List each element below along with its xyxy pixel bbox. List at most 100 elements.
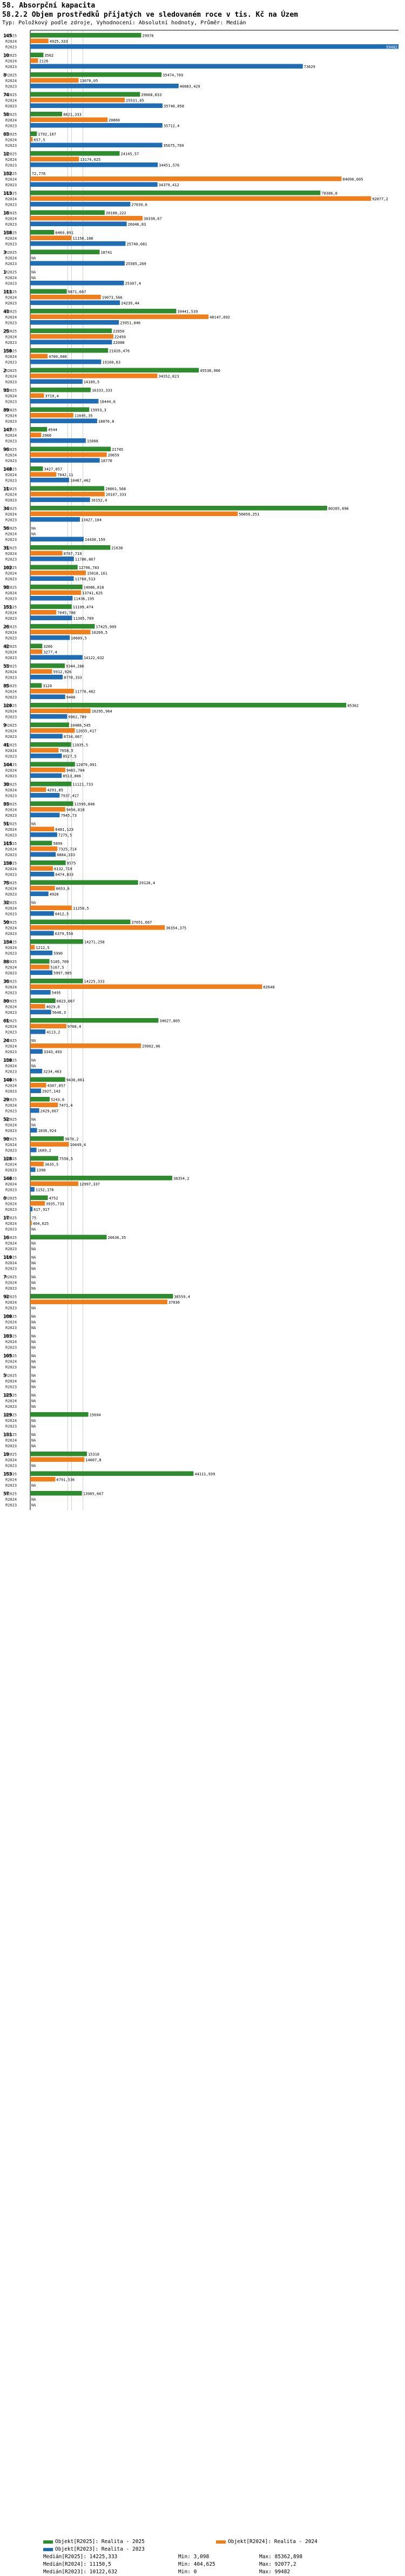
series-label: R2025 — [5, 112, 17, 117]
bar-R2024 — [30, 1477, 56, 1482]
group-code-label: 105 — [3, 1353, 12, 1359]
value-label: 73629 — [304, 65, 315, 69]
value-label: 4029,6 — [46, 1005, 60, 1009]
series-label: R2023 — [5, 774, 17, 778]
value-label: 26046,83 — [128, 222, 146, 227]
value-label: 23951,846 — [120, 321, 140, 325]
group-code-label: 7 — [3, 1275, 6, 1280]
group-code-label: 85 — [3, 683, 9, 689]
series-label: R2025 — [5, 73, 17, 77]
group-code-label: 8 — [3, 73, 6, 78]
value-label: 8621,333 — [63, 112, 82, 117]
bar-R2023 — [30, 84, 179, 89]
group-code-label: 115 — [3, 841, 12, 846]
group-code-label: 148 — [3, 467, 12, 472]
value-label: 657,5 — [34, 138, 45, 142]
value-label: 14271,258 — [84, 940, 105, 944]
series-label: R2025 — [5, 881, 17, 885]
bar-R2023 — [30, 478, 69, 483]
series-label: R2025 — [5, 1058, 17, 1062]
series-label: R2025 — [5, 625, 17, 629]
bar-R2025 — [30, 742, 71, 747]
series-label: R2023 — [5, 971, 17, 975]
value-label: 5646,3 — [52, 1011, 66, 1015]
na-label: NA — [31, 1123, 36, 1127]
value-label: 10689,5 — [71, 636, 87, 640]
na-label: NA — [31, 1379, 36, 1384]
value-label: 9962,789 — [68, 715, 86, 719]
group-code-label: 41 — [3, 743, 9, 748]
value-label: 6823,667 — [57, 999, 75, 1004]
bar-R2023 — [30, 655, 83, 660]
bar-R2024 — [30, 314, 209, 319]
series-label: R2023 — [5, 1011, 17, 1015]
bar-R2024 — [30, 492, 105, 497]
series-label: R2023 — [5, 242, 17, 246]
value-label: 19073,566 — [102, 295, 123, 300]
series-label: R2023 — [5, 104, 17, 109]
bar-R2023 — [30, 1128, 37, 1133]
value-label: 6379,556 — [55, 932, 73, 936]
value-label: 7556,5 — [59, 1157, 73, 1161]
group-code-label: 50 — [3, 920, 9, 925]
value-label: 11305,789 — [73, 616, 94, 621]
series-label: R2025 — [5, 546, 17, 550]
group-code-label: 30 — [3, 782, 9, 788]
series-label: R2024 — [5, 1103, 17, 1108]
value-label: 6653,6 — [56, 886, 70, 891]
group-code-label: 92 — [3, 1294, 9, 1300]
series-label: R2023 — [5, 1266, 17, 1271]
bar-R2023 — [30, 438, 86, 443]
value-label: 35746,058 — [164, 104, 184, 109]
na-label: NA — [31, 532, 36, 536]
group-code-label: 61 — [3, 1019, 9, 1024]
series-label: R2024 — [5, 1241, 17, 1245]
value-label: 10449,4 — [70, 1143, 86, 1147]
max-2023: Max: 99482 — [259, 2569, 291, 2575]
na-label: NA — [31, 526, 36, 531]
series-label: R2024 — [5, 276, 17, 280]
na-label: NA — [31, 1306, 36, 1310]
bar-R2023 — [30, 694, 65, 699]
group-code-label: 32 — [3, 900, 9, 906]
bar-R2023 — [30, 517, 80, 522]
bar-R2025 — [30, 1452, 87, 1456]
bar-R2024 — [30, 117, 108, 122]
series-label: R2025 — [5, 349, 17, 353]
value-label: 6791,536 — [57, 1477, 75, 1482]
na-label: NA — [31, 1365, 36, 1370]
bar-R2025 — [30, 249, 100, 254]
bar-R2024 — [30, 38, 49, 43]
group-code-label: 131 — [3, 1432, 12, 1438]
group-code-label: 53 — [3, 664, 9, 669]
series-label: R2023 — [5, 1483, 17, 1488]
value-label: 13427,104 — [81, 518, 102, 522]
na-label: NA — [31, 1359, 36, 1364]
bar-R2023 — [30, 300, 120, 305]
series-label: R2023 — [5, 596, 17, 601]
series-label: R2025 — [5, 763, 17, 767]
group-code-label: 153 — [3, 1472, 12, 1477]
value-label: 20636,35 — [107, 1236, 126, 1240]
value-label: 29126,4 — [139, 881, 156, 885]
group-code-label: 93 — [3, 388, 9, 394]
na-label: NA — [31, 822, 36, 826]
bar-R2024 — [30, 452, 107, 457]
bar-R2025 — [30, 565, 78, 570]
group-code-label: 43 — [3, 309, 9, 315]
series-label: R2025 — [5, 900, 17, 905]
bar-R2025 — [30, 33, 141, 38]
value-label: 11760,513 — [75, 577, 96, 581]
series-label: R2024 — [5, 808, 17, 812]
